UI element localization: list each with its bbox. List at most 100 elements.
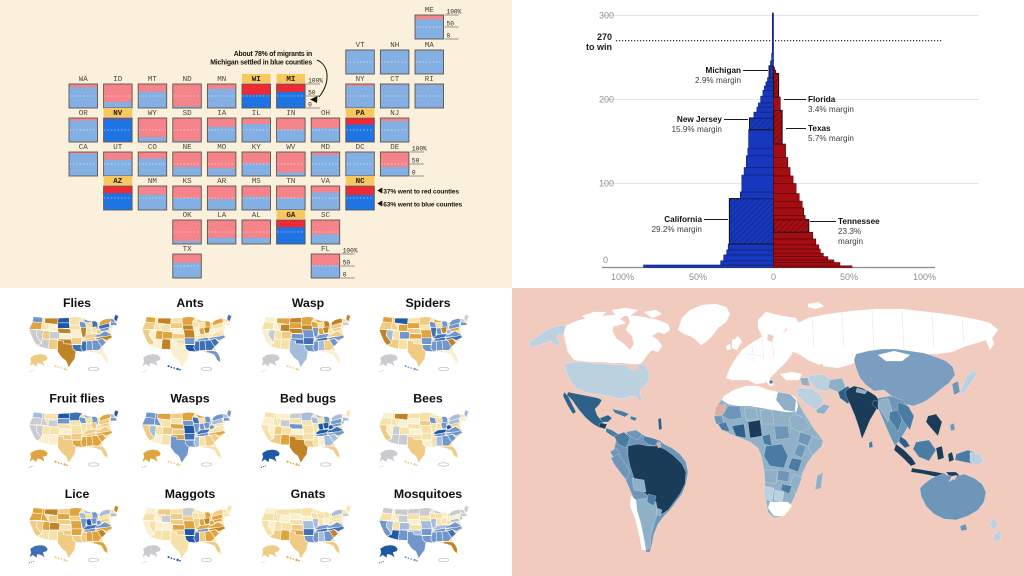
svg-text:2.9% margin: 2.9% margin	[695, 76, 741, 85]
svg-text:Wasps: Wasps	[170, 392, 209, 406]
svg-text:WY: WY	[148, 110, 158, 118]
svg-text:About 78% of migrants in: About 78% of migrants in	[234, 51, 312, 58]
svg-text:Lice: Lice	[65, 487, 90, 501]
svg-text:CO: CO	[148, 144, 158, 152]
svg-text:WV: WV	[286, 144, 296, 152]
svg-text:OK: OK	[183, 212, 193, 220]
svg-text:Gnats: Gnats	[291, 487, 326, 501]
svg-text:MI: MI	[286, 76, 295, 84]
svg-text:VA: VA	[321, 178, 331, 186]
svg-text:Flies: Flies	[63, 296, 91, 310]
svg-text:100%: 100%	[611, 272, 634, 282]
svg-text:29.2% margin: 29.2% margin	[651, 225, 702, 234]
svg-text:CA: CA	[79, 144, 89, 152]
svg-text:50: 50	[308, 90, 316, 97]
svg-text:VT: VT	[356, 42, 366, 50]
svg-text:100%: 100%	[343, 248, 358, 255]
svg-text:MD: MD	[321, 144, 331, 152]
svg-text:CT: CT	[390, 76, 400, 84]
svg-text:KS: KS	[183, 178, 193, 186]
svg-text:PA: PA	[356, 110, 366, 118]
svg-text:NM: NM	[148, 178, 158, 186]
svg-text:Wasp: Wasp	[292, 296, 324, 310]
svg-text:MS: MS	[252, 178, 262, 186]
svg-text:IL: IL	[252, 110, 262, 118]
svg-text:UT: UT	[113, 144, 123, 152]
svg-text:50: 50	[343, 260, 351, 267]
svg-text:0: 0	[343, 272, 347, 279]
svg-text:Maggots: Maggots	[165, 487, 216, 501]
svg-text:Michigan settled in blue count: Michigan settled in blue counties	[210, 60, 312, 67]
svg-text:NJ: NJ	[390, 110, 399, 118]
svg-text:Tennessee: Tennessee	[838, 217, 880, 226]
svg-text:WA: WA	[79, 76, 89, 84]
svg-text:50%: 50%	[840, 272, 858, 282]
svg-text:0: 0	[603, 255, 608, 265]
svg-text:NY: NY	[356, 76, 366, 84]
svg-text:3.4% margin: 3.4% margin	[808, 105, 854, 114]
svg-text:DE: DE	[390, 144, 400, 152]
svg-text:200: 200	[599, 95, 614, 105]
svg-text:NH: NH	[390, 42, 399, 50]
svg-text:MN: MN	[217, 76, 226, 84]
svg-text:IA: IA	[217, 110, 227, 118]
svg-text:0: 0	[412, 170, 416, 177]
svg-text:NV: NV	[113, 110, 123, 118]
svg-text:5.7% margin: 5.7% margin	[808, 134, 854, 143]
svg-text:California: California	[664, 215, 702, 224]
svg-text:SC: SC	[321, 212, 331, 220]
svg-text:SD: SD	[183, 110, 193, 118]
svg-text:50: 50	[412, 158, 420, 165]
svg-text:100%: 100%	[412, 146, 427, 153]
svg-text:New Jersey: New Jersey	[677, 115, 723, 124]
svg-text:NE: NE	[183, 144, 193, 152]
svg-text:NC: NC	[356, 178, 366, 186]
svg-text:GA: GA	[286, 212, 296, 220]
svg-text:37% went to red counties: 37% went to red counties	[383, 189, 459, 196]
svg-text:IN: IN	[286, 110, 295, 118]
svg-text:ND: ND	[183, 76, 193, 84]
svg-text:OH: OH	[321, 110, 330, 118]
svg-text:AR: AR	[217, 178, 227, 186]
svg-text:TN: TN	[286, 178, 295, 186]
svg-text:0: 0	[771, 272, 776, 282]
svg-text:to win: to win	[586, 42, 612, 52]
svg-text:FL: FL	[321, 246, 331, 254]
svg-text:LA: LA	[217, 212, 227, 220]
svg-text:Bed bugs: Bed bugs	[280, 392, 336, 406]
svg-text:Mosquitoes: Mosquitoes	[394, 487, 462, 501]
svg-text:100%: 100%	[308, 78, 323, 85]
svg-text:RI: RI	[425, 76, 434, 84]
svg-text:OR: OR	[79, 110, 89, 118]
svg-text:Michigan: Michigan	[706, 66, 741, 75]
svg-text:Texas: Texas	[808, 124, 831, 133]
svg-text:DC: DC	[356, 144, 366, 152]
svg-text:100: 100	[599, 179, 614, 189]
svg-text:63% went to blue counties: 63% went to blue counties	[383, 202, 462, 209]
svg-text:100%: 100%	[447, 9, 462, 16]
svg-text:50: 50	[447, 21, 455, 28]
svg-text:KY: KY	[252, 144, 262, 152]
svg-text:Ants: Ants	[176, 296, 203, 310]
svg-text:AL: AL	[252, 212, 262, 220]
svg-text:100%: 100%	[913, 272, 936, 282]
svg-text:ID: ID	[113, 76, 123, 84]
svg-text:TX: TX	[183, 246, 193, 254]
svg-text:MT: MT	[148, 76, 158, 84]
svg-text:AZ: AZ	[113, 178, 123, 186]
svg-text:300: 300	[599, 11, 614, 21]
svg-text:0: 0	[447, 33, 451, 40]
svg-text:15.9% margin: 15.9% margin	[671, 125, 722, 134]
svg-text:Fruit flies: Fruit flies	[49, 392, 105, 406]
svg-text:Florida: Florida	[808, 95, 836, 104]
svg-text:WI: WI	[252, 76, 261, 84]
svg-text:ME: ME	[425, 7, 435, 15]
svg-text:270: 270	[597, 32, 612, 42]
svg-text:50%: 50%	[689, 272, 707, 282]
svg-text:23.3%: 23.3%	[838, 227, 861, 236]
svg-text:Bees: Bees	[413, 392, 443, 406]
svg-text:margin: margin	[838, 237, 863, 246]
svg-text:MO: MO	[217, 144, 227, 152]
svg-text:0: 0	[308, 102, 312, 109]
svg-text:MA: MA	[425, 42, 435, 50]
